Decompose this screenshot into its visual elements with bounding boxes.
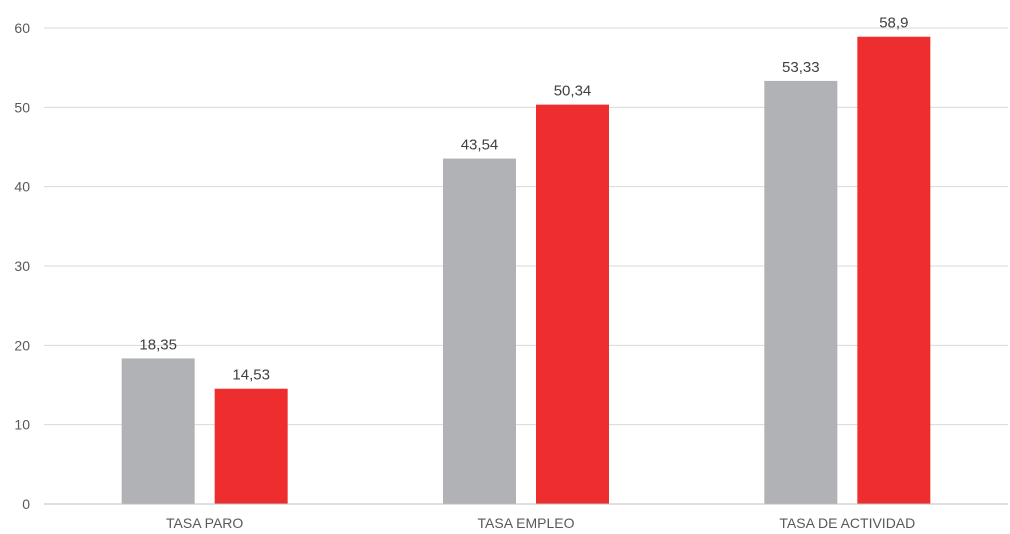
y-tick-label: 30	[14, 258, 30, 274]
x-category-label: TASA PARO	[166, 515, 243, 531]
data-label: 18,35	[139, 336, 177, 353]
x-category-label: TASA DE ACTIVIDAD	[779, 515, 915, 531]
bar	[764, 80, 838, 504]
data-label: 43,54	[461, 137, 499, 154]
data-labels: 18,35 14,53 43,54 50,34 53,33 58,9	[139, 15, 908, 384]
bar	[121, 358, 195, 504]
y-tick-label: 0	[22, 496, 30, 512]
y-tick-label: 40	[14, 179, 30, 195]
y-tick-label: 10	[14, 417, 30, 433]
x-axis: TASA PARO TASA EMPLEO TASA DE ACTIVIDAD	[166, 515, 915, 531]
bars	[121, 36, 931, 505]
y-tick-label: 50	[14, 99, 30, 115]
y-tick-label: 20	[14, 337, 30, 353]
x-category-label: TASA EMPLEO	[478, 515, 575, 531]
bar	[214, 388, 288, 504]
y-tick-label: 60	[14, 20, 30, 36]
bar	[443, 158, 516, 504]
bar	[857, 36, 931, 505]
y-axis: 0 10 20 30 40 50 60	[14, 20, 30, 512]
bar	[536, 104, 609, 505]
data-label: 53,33	[782, 59, 820, 76]
data-label: 50,34	[554, 83, 592, 100]
data-label: 58,9	[879, 15, 908, 32]
data-label: 14,53	[232, 367, 270, 384]
gridlines	[44, 27, 1008, 426]
